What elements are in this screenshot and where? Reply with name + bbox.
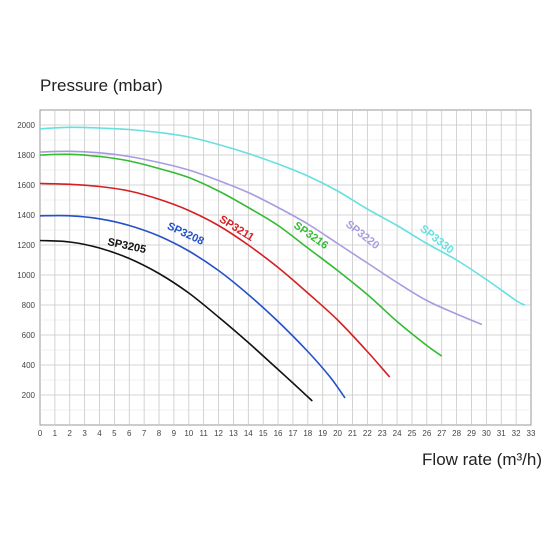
x-tick-label: 21 [348, 429, 357, 438]
x-tick-label: 15 [259, 429, 268, 438]
x-tick-label: 5 [112, 429, 117, 438]
x-tick-label: 3 [82, 429, 87, 438]
x-tick-label: 6 [127, 429, 132, 438]
plot-area [39, 109, 532, 426]
x-tick-label: 32 [512, 429, 521, 438]
x-tick-label: 20 [333, 429, 342, 438]
y-tick-label: 400 [22, 361, 36, 370]
series-line-sp3208 [39, 214, 346, 399]
x-tick-label: 2 [68, 429, 73, 438]
y-tick-label: 1800 [17, 151, 35, 160]
x-tick-label: 11 [200, 429, 209, 438]
y-tick-label: 200 [22, 391, 36, 400]
y-tick-label: 1000 [17, 271, 35, 280]
x-tick-label: 22 [363, 429, 372, 438]
curves [39, 126, 526, 402]
series-line-sp3205 [39, 239, 313, 402]
y-tick-label: 1600 [17, 181, 35, 190]
x-tick-label: 33 [527, 429, 536, 438]
x-tick-label: 10 [184, 429, 193, 438]
x-tick-label: 16 [274, 429, 283, 438]
x-tick-label: 26 [422, 429, 431, 438]
y-tick-label: 800 [22, 301, 36, 310]
series-line-sp3216 [39, 153, 443, 357]
x-tick-label: 23 [378, 429, 387, 438]
x-tick-label: 14 [244, 429, 253, 438]
x-tick-label: 19 [318, 429, 327, 438]
x-tick-label: 30 [482, 429, 491, 438]
x-tick-label: 24 [393, 429, 402, 438]
series-line-sp3220 [39, 150, 483, 326]
y-tick-label: 600 [22, 331, 36, 340]
x-tick-label: 28 [452, 429, 461, 438]
x-tick-label: 1 [53, 429, 58, 438]
x-tick-label: 13 [229, 429, 238, 438]
y-tick-label: 2000 [17, 121, 35, 130]
x-tick-label: 17 [288, 429, 297, 438]
x-tick-label: 25 [408, 429, 417, 438]
y-tick-label: 1200 [17, 241, 35, 250]
x-tick-label: 18 [303, 429, 312, 438]
x-tick-label: 8 [157, 429, 162, 438]
x-tick-label: 4 [97, 429, 102, 438]
x-tick-label: 29 [467, 429, 476, 438]
series-line-sp3330 [39, 126, 526, 306]
x-tick-label: 12 [214, 429, 223, 438]
x-tick-label: 0 [38, 429, 43, 438]
y-axis-title: Pressure (mbar) [40, 76, 163, 95]
x-tick-label: 9 [172, 429, 177, 438]
ticks: 0 1 2 3 4 5 6 7 8 9 10 11 12 13 14 15 16 17 18 19 20 21 22 23 24… [17, 121, 536, 438]
y-tick-label: 1400 [17, 211, 35, 220]
x-tick-label: 31 [497, 429, 506, 438]
series-line-sp3211 [39, 182, 391, 378]
x-axis-title: Flow rate (m³/h) [422, 450, 542, 469]
x-tick-label: 27 [437, 429, 446, 438]
x-tick-label: 7 [142, 429, 147, 438]
grid [39, 109, 532, 426]
